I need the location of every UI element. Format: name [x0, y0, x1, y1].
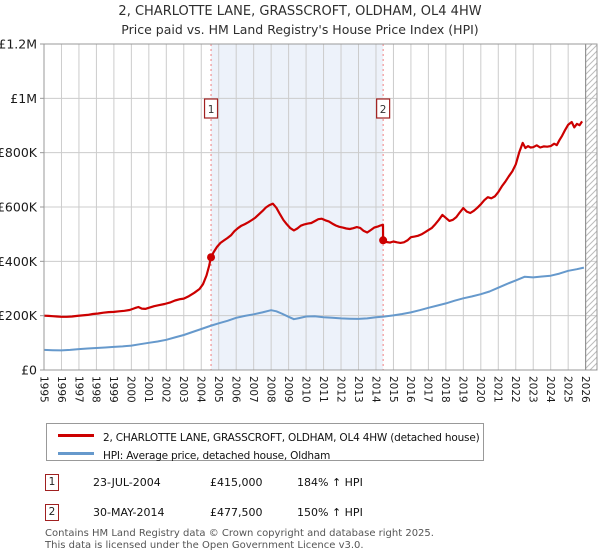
x-axis-label: 1997: [72, 376, 84, 403]
sale-1-vs-hpi: 184% ↑ HPI: [297, 476, 363, 489]
hpi-line: [43, 266, 585, 352]
chart-subtitle: Price paid vs. HM Land Registry's House …: [121, 22, 479, 37]
x-axis-label: 2006: [230, 376, 242, 403]
sale-point-1: [207, 253, 216, 262]
footer-line-1: Contains HM Land Registry data © Crown c…: [45, 528, 434, 539]
x-axis-label: 2024: [544, 376, 556, 403]
sale-1-price: £415,000: [210, 476, 263, 489]
sale-2-marker-box: 2: [45, 504, 59, 521]
x-axis-label: 2008: [264, 376, 276, 403]
price-paid-line: [43, 120, 584, 318]
sale-2-vs-hpi: 150% ↑ HPI: [297, 506, 363, 519]
x-axis-label: 2012: [334, 376, 346, 403]
y-axis-label: £400K: [0, 254, 38, 269]
x-axis-label: 2000: [125, 376, 137, 403]
future-hatch-region: [585, 44, 597, 370]
x-axis-label: 2007: [247, 376, 259, 403]
y-axis-label: £800K: [0, 145, 38, 160]
y-axis-label: £200K: [0, 308, 38, 323]
x-axis-label: 1999: [107, 376, 119, 403]
sale-point-2: [379, 236, 388, 245]
sale-2-price: £477,500: [210, 506, 263, 519]
legend-label-hpi: HPI: Average price, detached house, Oldh…: [103, 450, 331, 462]
x-axis-label: 2001: [142, 376, 154, 403]
x-axis-label: 2005: [212, 376, 224, 403]
x-axis-label: 2009: [282, 376, 294, 403]
sale-1-chart-badge-label: 1: [208, 104, 215, 116]
x-axis-label: 2020: [474, 376, 486, 403]
price-line-swatch: [58, 433, 94, 437]
x-axis-label: 2017: [422, 376, 434, 403]
x-axis-label: 2018: [439, 376, 451, 403]
x-axis-label: 1996: [55, 376, 67, 403]
sale-2-chart-badge: [376, 98, 391, 119]
x-axis-label: 1998: [90, 376, 102, 403]
x-axis-label: 2022: [509, 376, 521, 403]
sale-2-date: 30-MAY-2014: [93, 506, 165, 519]
hpi-line-swatch: [58, 451, 94, 455]
chart-title: 2, CHARLOTTE LANE, GRASSCROFT, OLDHAM, O…: [118, 4, 482, 19]
sale-annotation-1: 1 23-JUL-2004 £415,000 184% ↑ HPI: [0, 474, 600, 494]
sale-1-marker-box: 1: [45, 474, 59, 491]
x-axis-label: 2025: [561, 376, 573, 403]
x-axis-label: 2023: [527, 376, 539, 403]
footer-line-2: This data is licensed under the Open Gov…: [45, 539, 364, 551]
x-axis-label: 2002: [160, 376, 172, 403]
x-axis-label: 1995: [37, 376, 49, 403]
x-axis-label: 2011: [317, 376, 329, 403]
license-footer: Contains HM Land Registry data © Crown c…: [45, 528, 434, 551]
legend-row-hpi: HPI: Average price, detached house, Oldh…: [47, 444, 483, 462]
y-axis-label: £600K: [0, 200, 38, 215]
legend: 2, CHARLOTTE LANE, GRASSCROFT, OLDHAM, O…: [46, 423, 484, 462]
x-axis-label: 2026: [579, 376, 591, 403]
y-axis-label: £1M: [10, 91, 37, 106]
x-axis-label: 2019: [457, 376, 469, 403]
x-axis-label: 2021: [492, 376, 504, 403]
x-axis-label: 2004: [195, 376, 207, 403]
x-axis-label: 2003: [177, 376, 189, 403]
sale-annotation-2: 2 30-MAY-2014 £477,500 150% ↑ HPI: [0, 504, 600, 524]
sale-2-chart-badge-label: 2: [380, 104, 387, 116]
x-axis-label: 2013: [352, 376, 364, 403]
sale-1-date: 23-JUL-2004: [93, 476, 161, 489]
y-axis-label: £1.2M: [0, 37, 37, 52]
x-axis-label: 2010: [299, 376, 311, 403]
x-axis-label: 2015: [387, 376, 399, 403]
x-axis-label: 2016: [404, 376, 416, 403]
price-chart: 1 2 £0 £200K £400K £600K £800K £1M £1.2M 1995 1996…: [0, 37, 598, 403]
x-axis-label: 2014: [369, 376, 381, 403]
y-axis-label: £0: [21, 363, 37, 378]
sale-1-chart-badge: [203, 98, 219, 119]
legend-label-price: 2, CHARLOTTE LANE, GRASSCROFT, OLDHAM, O…: [103, 432, 480, 444]
legend-row-price: 2, CHARLOTTE LANE, GRASSCROFT, OLDHAM, O…: [47, 426, 483, 444]
